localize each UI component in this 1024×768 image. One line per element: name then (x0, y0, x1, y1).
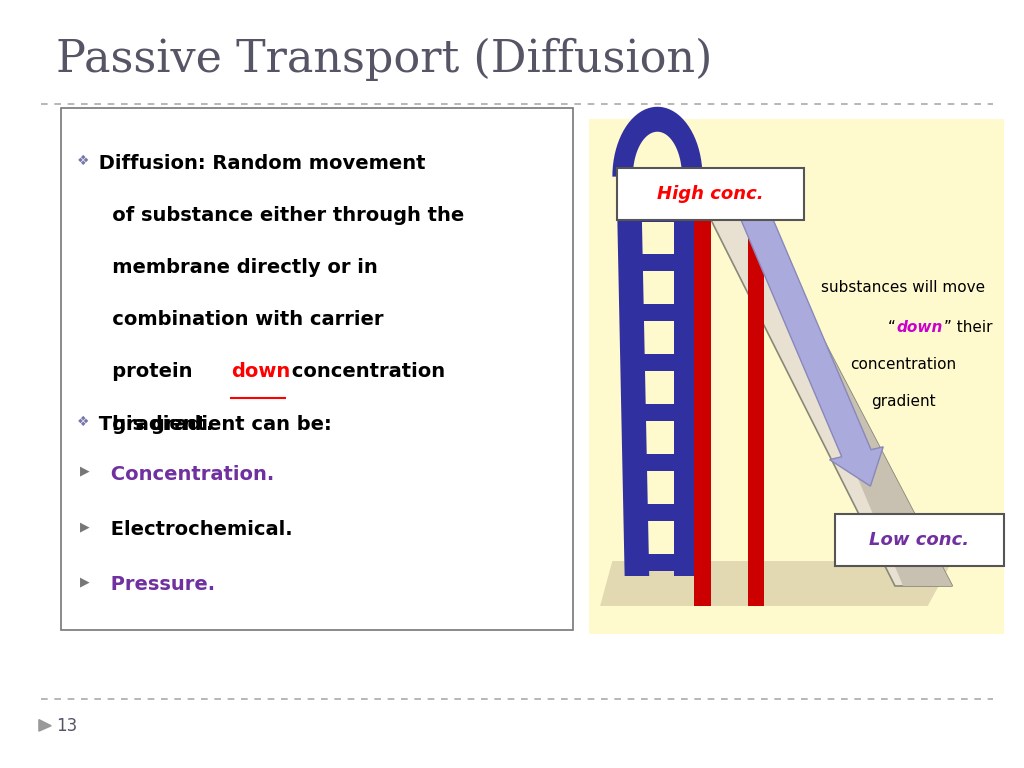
Text: concentration: concentration (850, 357, 956, 372)
FancyBboxPatch shape (625, 454, 698, 472)
Text: ❖: ❖ (77, 154, 89, 167)
Polygon shape (600, 561, 952, 606)
Text: gradient: gradient (870, 394, 936, 409)
Text: ▶: ▶ (80, 520, 89, 533)
FancyBboxPatch shape (617, 168, 804, 220)
Text: ❖: ❖ (77, 415, 89, 429)
Text: ” their: ” their (944, 320, 992, 336)
Polygon shape (612, 107, 702, 177)
FancyBboxPatch shape (835, 514, 1004, 566)
FancyBboxPatch shape (625, 304, 698, 322)
Text: protein: protein (92, 362, 200, 382)
Text: substances will move: substances will move (821, 280, 985, 296)
Text: 13: 13 (56, 717, 78, 735)
Text: ▶: ▶ (80, 575, 89, 588)
Text: Diffusion: Random movement: Diffusion: Random movement (92, 154, 426, 173)
Text: Low conc.: Low conc. (869, 531, 969, 549)
Text: membrane directly or in: membrane directly or in (92, 258, 378, 277)
Text: concentration: concentration (285, 362, 444, 382)
FancyBboxPatch shape (625, 354, 698, 372)
Polygon shape (735, 187, 952, 586)
FancyBboxPatch shape (625, 404, 698, 421)
FancyBboxPatch shape (625, 254, 698, 272)
Text: gradient.: gradient. (92, 415, 214, 434)
FancyBboxPatch shape (625, 204, 698, 221)
FancyBboxPatch shape (589, 119, 1004, 634)
Polygon shape (694, 177, 711, 606)
Text: Concentration.: Concentration. (104, 465, 274, 484)
Polygon shape (674, 177, 698, 576)
Polygon shape (748, 177, 764, 606)
Text: This gradient can be:: This gradient can be: (92, 415, 332, 434)
Text: ▶: ▶ (80, 465, 89, 478)
Polygon shape (39, 720, 51, 731)
Text: High conc.: High conc. (657, 185, 764, 204)
FancyBboxPatch shape (625, 504, 698, 521)
Text: Pressure.: Pressure. (104, 575, 216, 594)
FancyArrow shape (741, 213, 884, 486)
Text: Passive Transport (Diffusion): Passive Transport (Diffusion) (56, 38, 713, 81)
Text: combination with carrier: combination with carrier (92, 310, 384, 329)
Polygon shape (616, 177, 649, 576)
Text: down: down (231, 362, 291, 382)
Polygon shape (694, 187, 952, 586)
Text: “: “ (888, 320, 896, 336)
FancyBboxPatch shape (625, 554, 698, 571)
FancyBboxPatch shape (61, 108, 573, 630)
Text: Electrochemical.: Electrochemical. (104, 520, 293, 539)
Text: of substance either through the: of substance either through the (92, 206, 465, 225)
Text: down: down (896, 320, 942, 336)
